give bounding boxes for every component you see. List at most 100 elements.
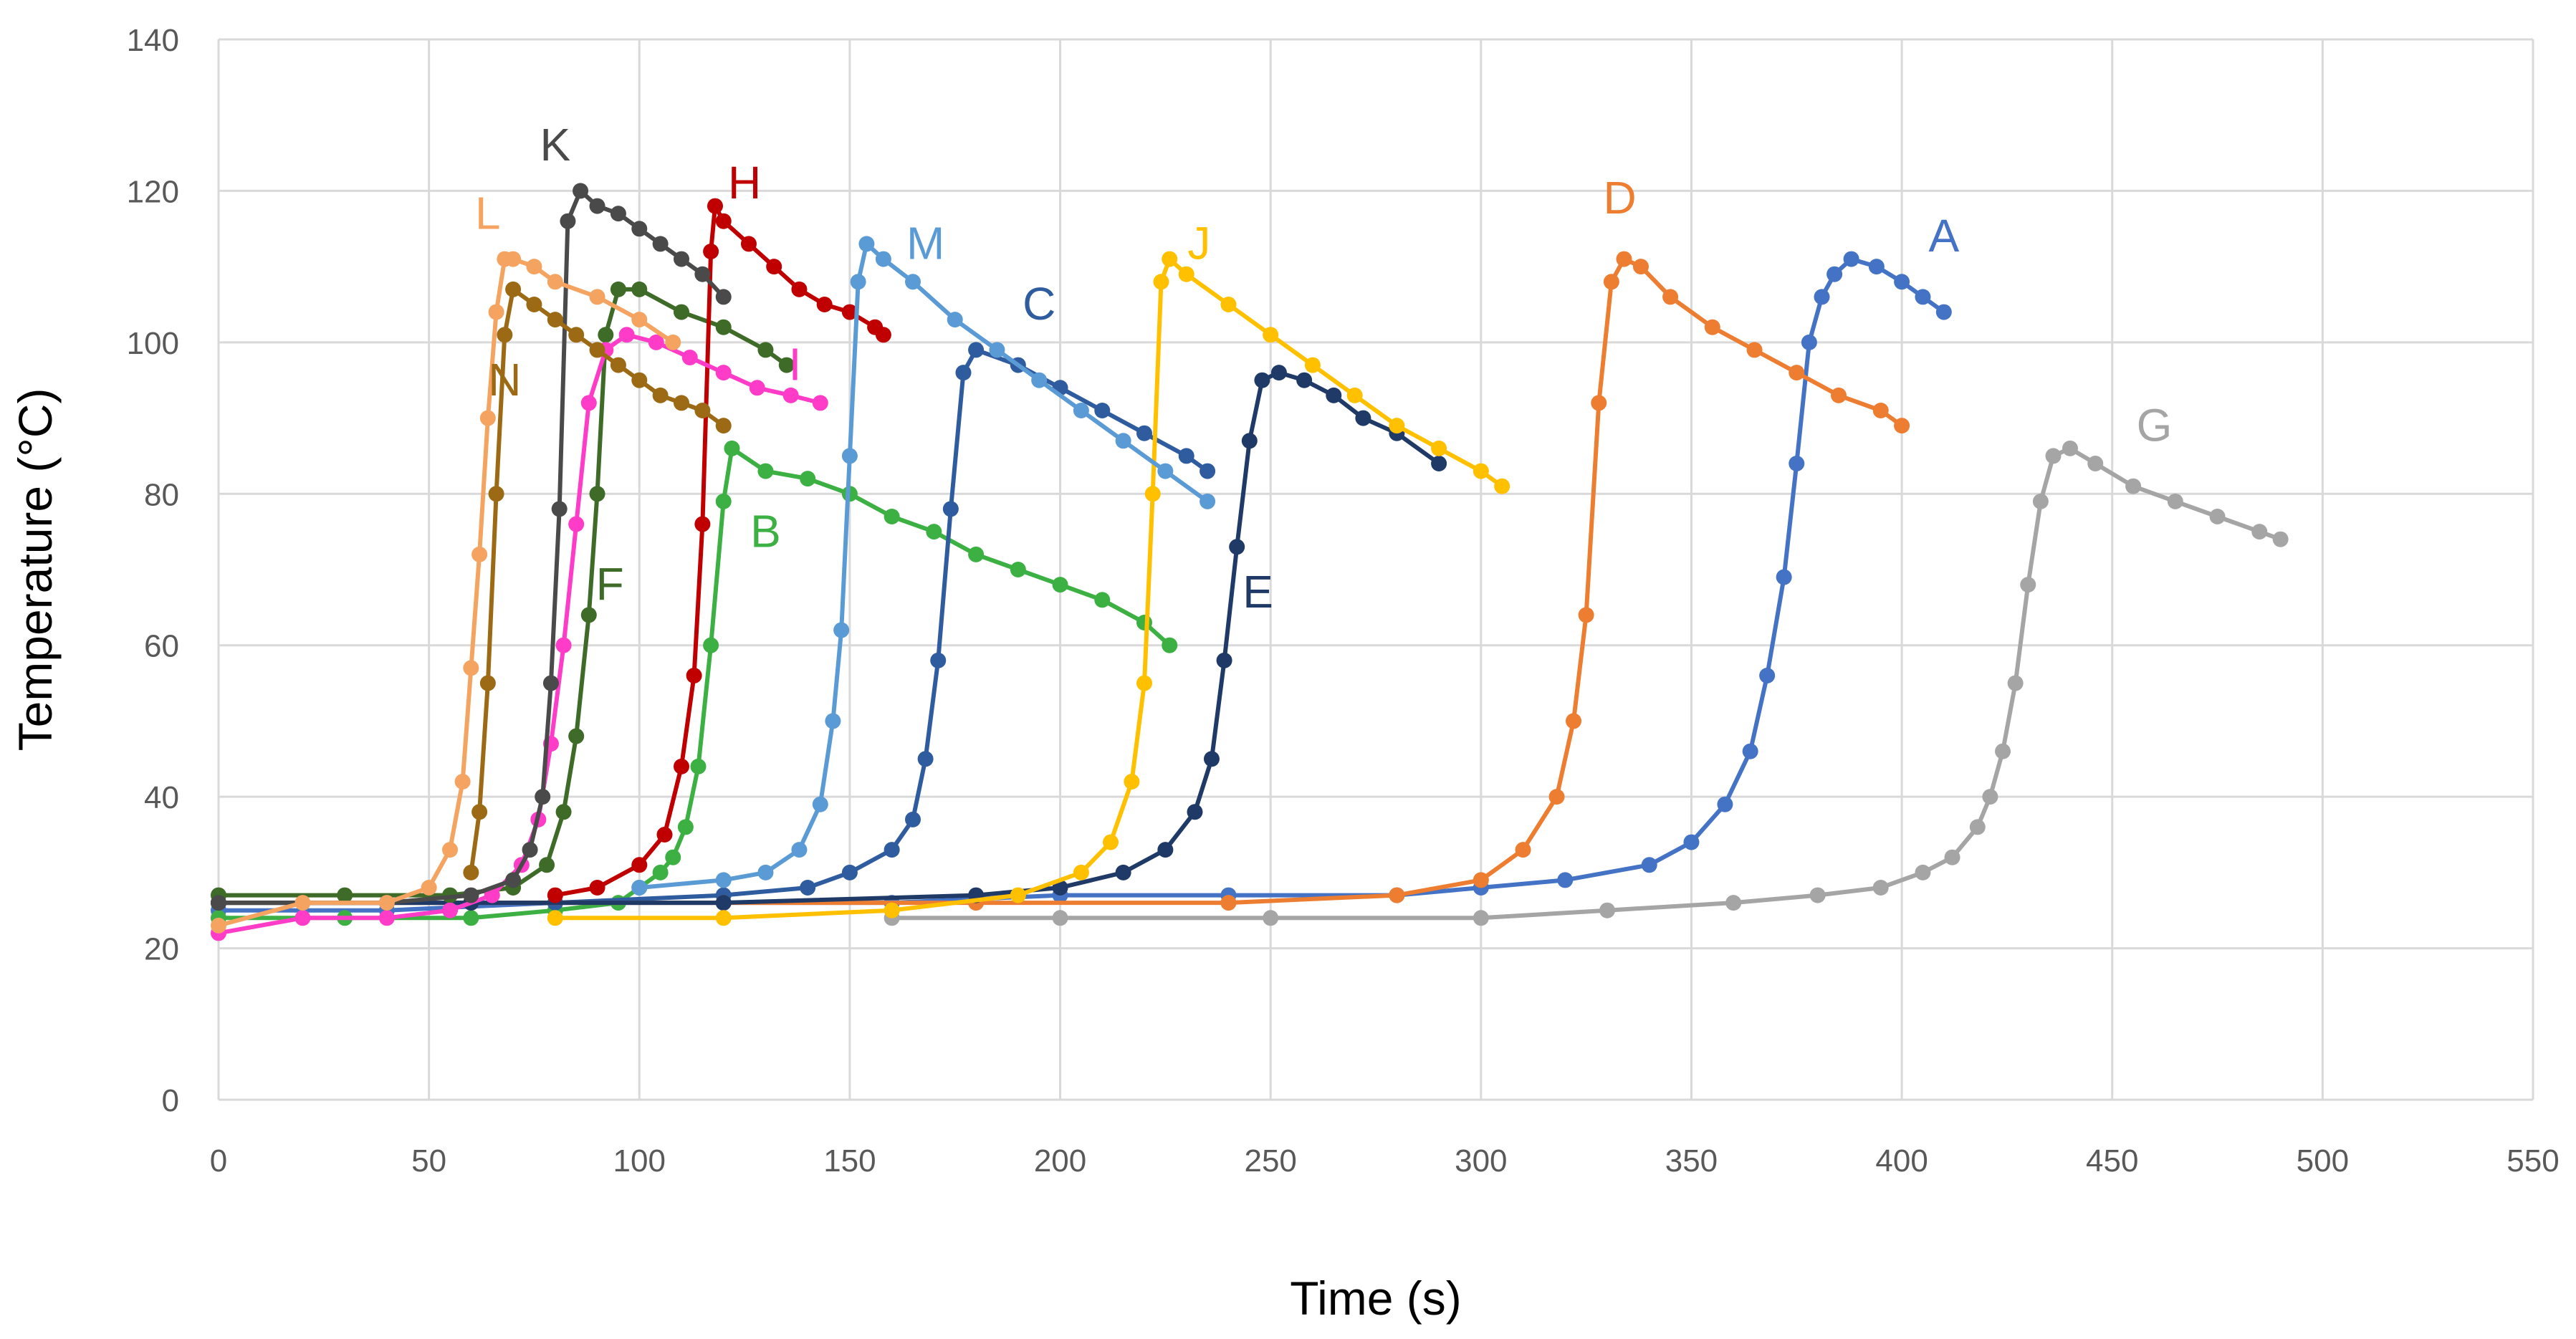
data-point-G bbox=[2209, 509, 2226, 524]
data-point-J bbox=[715, 910, 732, 926]
data-point-D bbox=[1872, 403, 1889, 418]
data-point-C bbox=[968, 342, 985, 358]
data-point-G bbox=[1725, 895, 1742, 911]
data-point-K bbox=[631, 221, 648, 237]
data-point-M bbox=[631, 880, 648, 896]
data-point-N bbox=[610, 357, 626, 373]
data-point-N bbox=[674, 395, 689, 411]
series-label-C: C bbox=[1023, 278, 1055, 330]
data-point-H bbox=[816, 297, 833, 312]
series-line-M bbox=[639, 241, 1209, 890]
data-point-D bbox=[1389, 887, 1405, 903]
data-point-G bbox=[1944, 849, 1960, 865]
data-point-A bbox=[1557, 872, 1574, 888]
data-point-A bbox=[1843, 251, 1859, 267]
data-point-K bbox=[694, 266, 711, 282]
data-point-D bbox=[1578, 607, 1594, 623]
data-point-L bbox=[421, 880, 437, 896]
data-point-A bbox=[1801, 334, 1817, 350]
series-J bbox=[547, 251, 1510, 926]
data-point-N bbox=[694, 403, 711, 418]
data-point-A bbox=[1717, 796, 1733, 812]
data-point-K bbox=[522, 842, 538, 858]
data-point-A bbox=[1641, 857, 1657, 873]
y-tick-label: 100 bbox=[127, 326, 179, 361]
data-point-D bbox=[1894, 418, 1910, 434]
data-point-A bbox=[1868, 259, 1885, 275]
data-point-J bbox=[884, 902, 900, 918]
data-point-K bbox=[505, 872, 522, 888]
data-point-E bbox=[1254, 372, 1270, 388]
data-point-L bbox=[471, 546, 488, 562]
series-label-N: N bbox=[488, 354, 521, 405]
data-point-B bbox=[724, 440, 740, 456]
data-point-G bbox=[1969, 819, 1986, 835]
series-label-I: I bbox=[789, 339, 802, 390]
data-point-C bbox=[841, 864, 858, 880]
y-tick-label: 120 bbox=[127, 174, 179, 209]
data-point-M bbox=[875, 251, 891, 267]
series-label-D: D bbox=[1604, 172, 1637, 224]
data-point-E bbox=[1241, 433, 1258, 449]
data-point-N bbox=[479, 675, 496, 691]
y-tick-label: 80 bbox=[144, 477, 179, 512]
data-point-H bbox=[703, 244, 719, 259]
series-label-H: H bbox=[728, 157, 761, 208]
data-point-I bbox=[782, 387, 799, 403]
data-point-N bbox=[547, 312, 563, 328]
data-point-M bbox=[833, 622, 850, 638]
data-point-L bbox=[211, 917, 226, 934]
data-point-H bbox=[715, 213, 732, 229]
data-point-I bbox=[295, 910, 311, 926]
data-point-L bbox=[378, 895, 395, 911]
data-point-F bbox=[674, 304, 689, 320]
data-point-M bbox=[850, 274, 866, 290]
data-point-L bbox=[526, 259, 542, 275]
data-point-I bbox=[442, 902, 458, 918]
data-point-B bbox=[703, 637, 719, 653]
data-point-B bbox=[757, 463, 774, 479]
series-label-K: K bbox=[540, 119, 570, 171]
series-label-G: G bbox=[2137, 399, 2173, 451]
data-point-C bbox=[942, 501, 959, 517]
data-point-E bbox=[1203, 751, 1220, 767]
data-point-I bbox=[378, 910, 395, 926]
data-point-D bbox=[1566, 713, 1582, 729]
data-point-L bbox=[442, 842, 458, 858]
data-point-I bbox=[555, 637, 572, 653]
data-point-G bbox=[1599, 902, 1615, 918]
series-label-E: E bbox=[1242, 566, 1273, 618]
data-point-L bbox=[665, 334, 681, 350]
data-point-M bbox=[1031, 372, 1048, 388]
data-point-M bbox=[947, 312, 963, 328]
series-N bbox=[463, 281, 732, 880]
data-point-J bbox=[1136, 675, 1152, 691]
data-point-D bbox=[1632, 259, 1649, 275]
data-point-E bbox=[1431, 456, 1447, 471]
data-point-K bbox=[589, 198, 605, 214]
data-point-N bbox=[589, 342, 605, 358]
data-point-L bbox=[463, 660, 479, 676]
data-point-F bbox=[539, 857, 555, 873]
data-point-M bbox=[757, 864, 774, 880]
series-label-L: L bbox=[475, 187, 501, 239]
data-point-G bbox=[1263, 910, 1279, 926]
data-point-M bbox=[1157, 463, 1174, 479]
series-layer bbox=[211, 183, 2289, 941]
data-point-C bbox=[905, 811, 921, 827]
data-point-N bbox=[631, 372, 648, 388]
data-point-B bbox=[1136, 615, 1152, 630]
data-point-D bbox=[1220, 895, 1237, 911]
series-label-J: J bbox=[1187, 218, 1210, 269]
x-tick-label: 550 bbox=[2506, 1143, 2559, 1179]
series-label-A: A bbox=[1928, 210, 1959, 261]
data-point-K bbox=[551, 501, 568, 517]
data-point-H bbox=[841, 304, 858, 320]
data-point-A bbox=[1814, 289, 1830, 305]
x-tick-label: 500 bbox=[2297, 1143, 2349, 1179]
data-point-G bbox=[2020, 577, 2036, 593]
series-M bbox=[631, 236, 1216, 896]
data-point-F bbox=[778, 357, 795, 373]
data-point-J bbox=[1346, 387, 1363, 403]
data-point-L bbox=[295, 895, 311, 911]
